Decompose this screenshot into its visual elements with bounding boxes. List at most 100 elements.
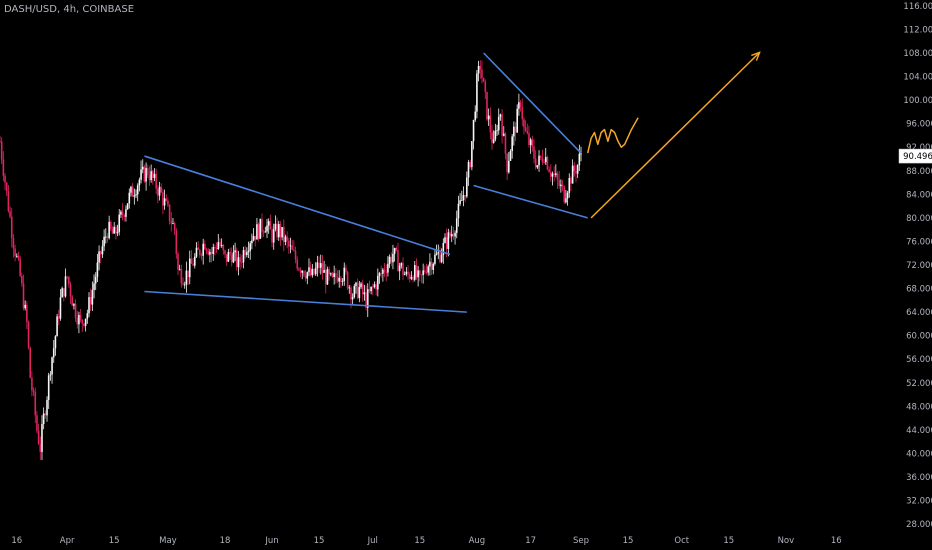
candle-body — [323, 269, 325, 273]
trendline-flag-lower[interactable] — [473, 184, 588, 219]
candle-body — [368, 289, 371, 292]
candle-body — [197, 247, 199, 250]
candle-body — [232, 252, 235, 263]
candle-body — [163, 198, 166, 206]
candle-body — [526, 130, 529, 134]
candle-body — [555, 173, 557, 175]
candle-body — [341, 280, 344, 282]
x-tick-label: 16 — [831, 536, 842, 546]
candle-body — [335, 273, 337, 278]
trendline-wedge-upper[interactable] — [144, 155, 451, 256]
candle-body — [434, 254, 436, 264]
candle-body — [269, 221, 272, 230]
candle-body — [26, 304, 28, 322]
x-tick-label: 15 — [314, 536, 325, 546]
x-tick-label: 16 — [11, 536, 22, 546]
y-tick-label: 108.000 — [903, 49, 932, 59]
candle-body — [489, 115, 492, 133]
candle-body — [249, 243, 252, 251]
candle-body — [244, 250, 246, 256]
candle-body — [2, 159, 5, 176]
candle-body — [432, 263, 435, 270]
candle-body — [31, 377, 33, 391]
x-tick-label: Aug — [469, 536, 486, 546]
candle-body — [486, 91, 488, 120]
candle-body — [128, 192, 131, 204]
trendline-flag-upper[interactable] — [483, 52, 582, 154]
candle-body — [63, 288, 65, 297]
candle-body — [496, 130, 498, 132]
candle-body — [360, 283, 362, 288]
candle-body — [41, 424, 43, 452]
candle-body — [565, 198, 567, 203]
candle-body — [190, 258, 193, 264]
candle-body — [152, 171, 154, 179]
candle-body — [14, 248, 16, 257]
candle-body — [235, 250, 238, 268]
candle-body — [277, 224, 280, 238]
candle-body — [42, 413, 45, 425]
candle-body — [274, 223, 277, 230]
candle-body — [22, 283, 25, 309]
price-axis[interactable]: 116.000 112.000 108.000 104.000 100.000 96.00… — [903, 2, 932, 530]
candle-body — [51, 357, 53, 375]
candle-body — [54, 336, 57, 349]
y-tick-label: 60.000 — [906, 332, 932, 342]
candle-body — [318, 262, 320, 268]
candle-body — [78, 314, 80, 325]
candle-body — [125, 209, 127, 217]
candle-body — [192, 263, 194, 266]
candle-body — [187, 270, 189, 278]
candle-body — [177, 253, 179, 270]
candle-body — [259, 218, 262, 239]
candle-body — [403, 274, 406, 275]
trendline-wedge-lower[interactable] — [144, 290, 467, 313]
candle-body — [308, 267, 310, 273]
candle-body — [558, 179, 560, 187]
candle-body — [207, 251, 210, 255]
candle-body — [261, 218, 263, 232]
candle-body — [576, 165, 579, 174]
candle-body — [0, 141, 1, 143]
candle-body — [188, 258, 191, 278]
candle-body — [94, 276, 97, 284]
candle-body — [44, 413, 47, 416]
candle-body — [424, 270, 426, 273]
candle-body — [533, 146, 535, 159]
candle-body — [168, 204, 171, 222]
time-axis[interactable]: 16 Apr 15 May 18 Jun 15 Jul 15 Aug 17 Sep 15 Oct 15 Nov… — [11, 536, 841, 546]
candle-body — [123, 215, 126, 217]
candle-body — [556, 173, 559, 180]
candle-body — [568, 178, 571, 193]
candle-body — [266, 225, 268, 232]
candle-body — [19, 258, 21, 276]
candle-body — [46, 399, 48, 416]
candle-body — [514, 126, 517, 133]
candle-body — [256, 224, 258, 240]
y-tick-label: 68.000 — [906, 285, 932, 295]
candle-body — [445, 237, 448, 249]
candle-body — [435, 253, 438, 255]
candle-body — [546, 157, 549, 170]
candle-body — [580, 153, 582, 155]
x-tick-label: Sep — [573, 536, 589, 546]
candle-body — [160, 186, 163, 193]
projection-target-arrow[interactable] — [590, 53, 759, 219]
candle-body — [563, 186, 566, 203]
candle-body — [242, 250, 245, 263]
candle-body — [382, 269, 384, 274]
candle-body — [363, 292, 366, 295]
y-tick-label: 80.000 — [906, 214, 932, 224]
y-tick-label: 92.000 — [906, 143, 932, 153]
candle-body — [141, 166, 144, 170]
candle-body — [84, 318, 87, 326]
candle-body — [93, 283, 95, 291]
candle-body — [338, 277, 341, 282]
candle-body — [464, 195, 466, 197]
y-tick-label: 64.000 — [906, 308, 932, 318]
y-tick-label: 72.000 — [906, 261, 932, 271]
candle-body — [365, 292, 367, 308]
projection-wave-squiggle[interactable] — [586, 117, 639, 154]
candle-body — [230, 254, 233, 263]
